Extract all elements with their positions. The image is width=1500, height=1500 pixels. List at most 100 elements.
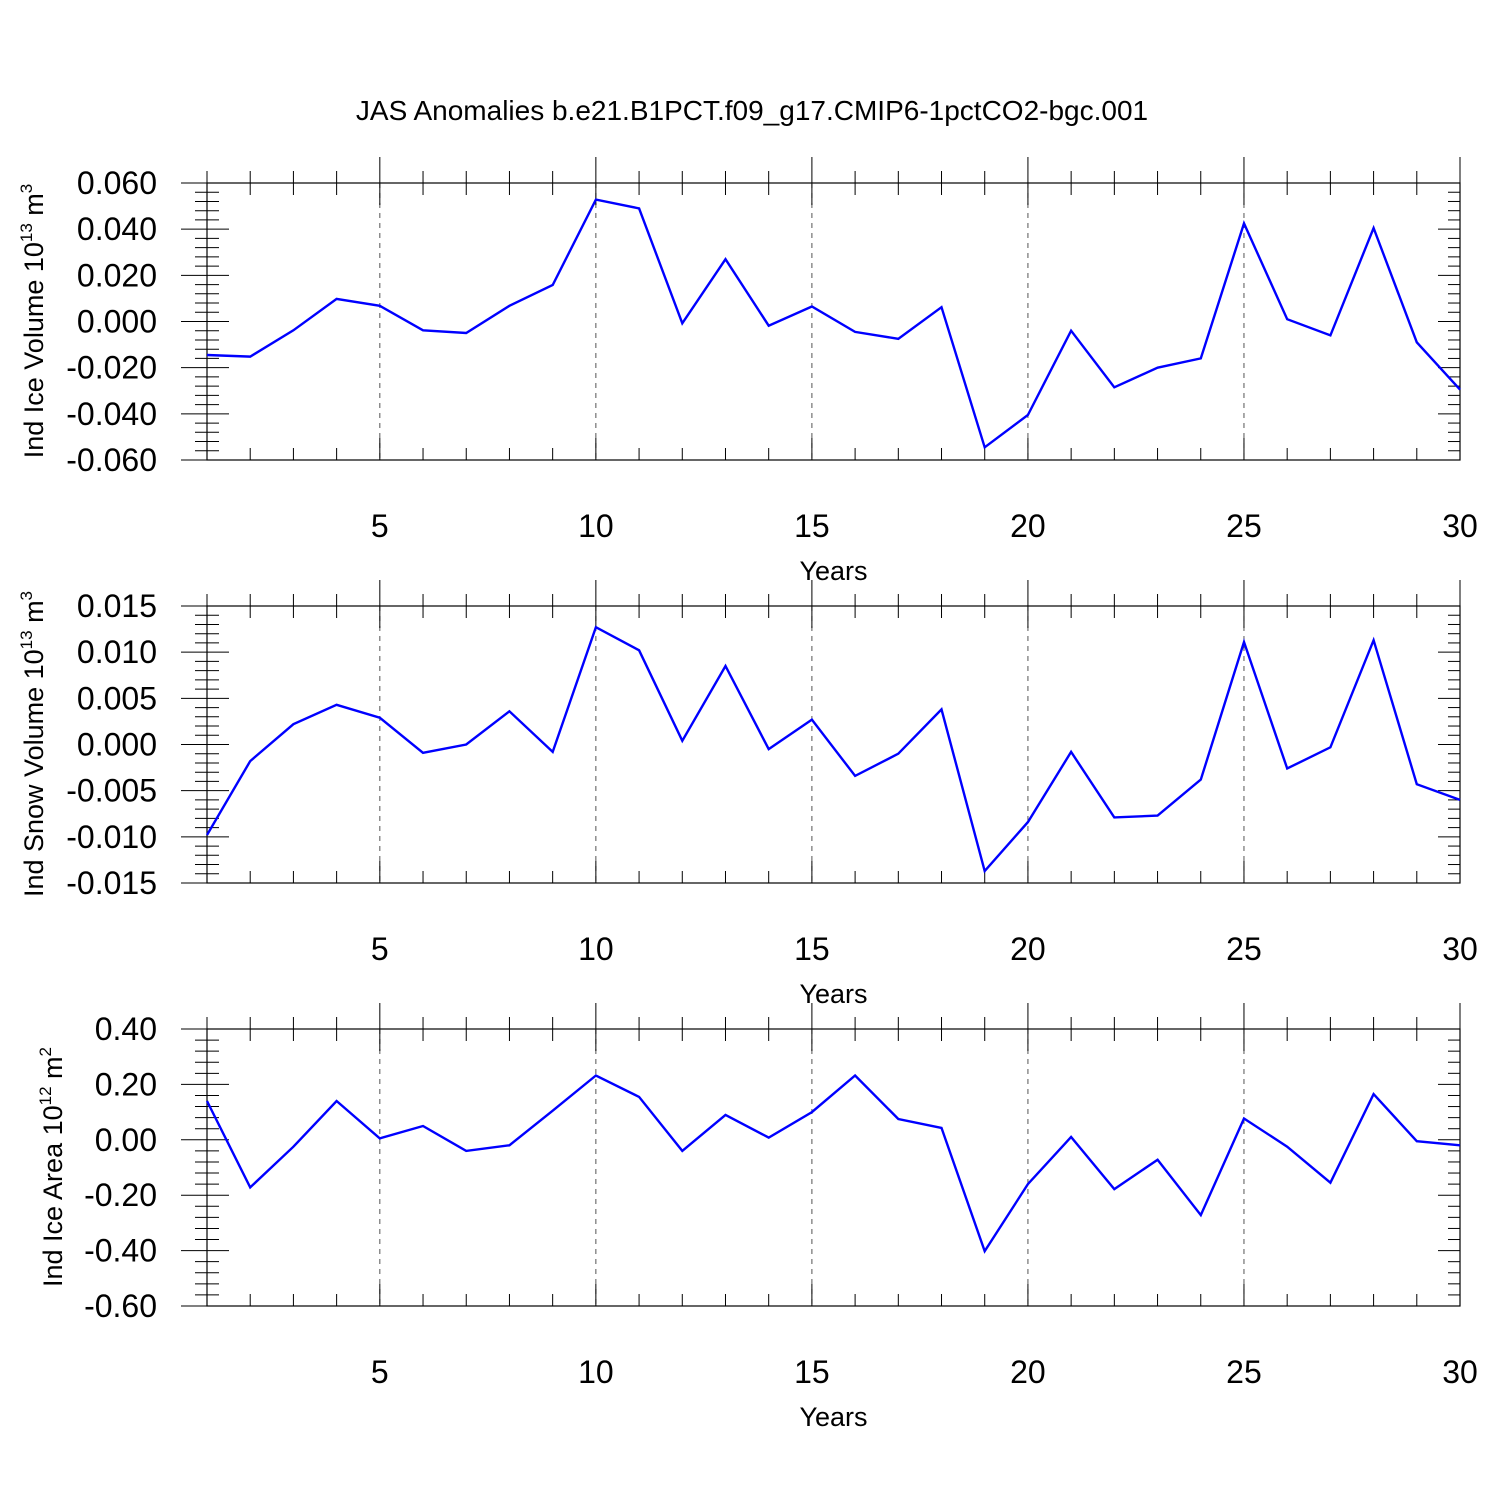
data-point xyxy=(335,703,339,707)
data-point xyxy=(1328,1181,1332,1185)
data-point xyxy=(853,330,857,334)
x-axis-label: Years xyxy=(799,979,867,1009)
data-point xyxy=(940,1126,944,1130)
data-point xyxy=(1069,1135,1073,1139)
data-point xyxy=(551,750,555,754)
data-point xyxy=(594,625,598,629)
data-point xyxy=(767,1136,771,1140)
y-tick-label: 0.20 xyxy=(95,1066,157,1102)
data-point xyxy=(1415,340,1419,344)
x-tick-label: 15 xyxy=(794,931,830,967)
data-point xyxy=(853,1074,857,1078)
y-tick-label: -0.60 xyxy=(84,1288,157,1324)
x-tick-label: 25 xyxy=(1226,1354,1262,1390)
y-tick-label: 0.000 xyxy=(77,304,157,340)
data-point xyxy=(1415,782,1419,786)
x-tick-label: 5 xyxy=(371,1354,389,1390)
y-tick-label: -0.040 xyxy=(66,396,157,432)
data-point xyxy=(1199,356,1203,360)
y-tick-label: -0.020 xyxy=(66,350,157,386)
data-point xyxy=(551,283,555,287)
x-tick-label: 15 xyxy=(794,508,830,544)
data-point xyxy=(551,1109,555,1113)
data-point xyxy=(335,1099,339,1103)
x-axis-label: Years xyxy=(799,556,867,586)
data-point xyxy=(205,833,209,837)
data-point xyxy=(464,1149,468,1153)
data-point xyxy=(896,337,900,341)
data-point xyxy=(1156,814,1160,818)
x-tick-label: 20 xyxy=(1010,1354,1046,1390)
data-point xyxy=(1328,745,1332,749)
data-point xyxy=(1372,1092,1376,1096)
data-point xyxy=(1372,638,1376,642)
series-line xyxy=(205,625,1461,874)
y-tick-label: 0.00 xyxy=(95,1122,157,1158)
plot-frame xyxy=(206,182,1461,461)
data-point xyxy=(378,1136,382,1140)
data-point xyxy=(896,752,900,756)
x-tick-label: 15 xyxy=(794,1354,830,1390)
x-tick-label: 5 xyxy=(371,508,389,544)
x-tick-label: 25 xyxy=(1226,508,1262,544)
data-point xyxy=(810,718,814,722)
y-tick-label: 0.005 xyxy=(77,680,157,716)
x-tick-label: 20 xyxy=(1010,931,1046,967)
data-point xyxy=(1372,226,1376,230)
data-point xyxy=(205,1099,209,1103)
x-tick-label: 10 xyxy=(578,931,614,967)
data-point xyxy=(464,331,468,335)
panel-snow-volume: 5 10 15 20 25 30 -0.015 -0.010 -0.005 0.000 0.005 0… xyxy=(17,580,1478,1009)
y-tick-label: 0.000 xyxy=(77,727,157,763)
data-point xyxy=(291,1145,295,1149)
y-axis-label-unit: m xyxy=(19,193,49,223)
y-axis-label-exponent: 13 xyxy=(17,223,36,242)
series-line xyxy=(205,1073,1461,1254)
x-tick-label: 30 xyxy=(1442,1354,1478,1390)
data-point xyxy=(248,759,252,763)
y-axis-label-unit-exponent: 3 xyxy=(17,591,36,600)
y-tick-label: 0.020 xyxy=(77,257,157,293)
y-axis-label: Ind Ice Area 1012 m2 xyxy=(36,1047,68,1287)
data-point xyxy=(1026,820,1030,824)
data-point xyxy=(1285,317,1289,321)
data-point xyxy=(248,1185,252,1189)
y-axis-label-exponent: 12 xyxy=(36,1086,55,1105)
x-axis-label: Years xyxy=(799,1402,867,1432)
data-point xyxy=(767,324,771,328)
x-tick-label: 5 xyxy=(371,931,389,967)
data-point xyxy=(507,709,511,713)
y-axis-label-unit-exponent: 3 xyxy=(17,184,36,193)
y-tick-label: 0.040 xyxy=(77,211,157,247)
data-point xyxy=(594,1074,598,1078)
data-point xyxy=(767,747,771,751)
data-point xyxy=(1112,385,1116,389)
y-tick-label: -0.060 xyxy=(66,442,157,478)
plot-frame xyxy=(206,1028,1461,1307)
y-tick-label: -0.40 xyxy=(84,1233,157,1269)
data-point xyxy=(378,716,382,720)
data-point xyxy=(205,353,209,357)
y-axis-label-unit: m xyxy=(19,600,49,630)
data-point xyxy=(421,328,425,332)
data-point xyxy=(723,664,727,668)
x-tick-label: 30 xyxy=(1442,931,1478,967)
y-tick-label: -0.010 xyxy=(66,819,157,855)
series-line xyxy=(206,198,1461,450)
x-tick-label: 30 xyxy=(1442,508,1478,544)
data-point xyxy=(1458,388,1462,392)
data-point xyxy=(1112,1187,1116,1191)
data-point xyxy=(983,869,987,873)
y-axis-label-unit-exponent: 2 xyxy=(36,1047,55,1056)
plot-frame xyxy=(206,605,1461,884)
y-tick-label: 0.40 xyxy=(95,1011,157,1047)
data-point xyxy=(680,1149,684,1153)
data-point xyxy=(983,445,987,449)
x-tick-label: 10 xyxy=(578,1354,614,1390)
y-axis-label: Ind Snow Volume 1013 m3 xyxy=(17,591,49,897)
data-point xyxy=(1199,1213,1203,1217)
data-point xyxy=(723,1113,727,1117)
data-point xyxy=(291,328,295,332)
data-point xyxy=(1285,1145,1289,1149)
